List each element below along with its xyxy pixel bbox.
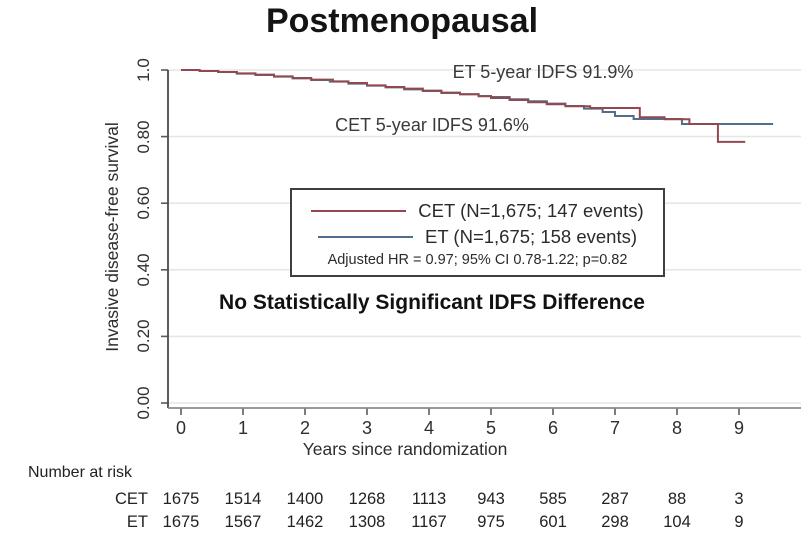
risk-value: 1675 (162, 490, 200, 508)
x-tick-label: 1 (237, 418, 248, 438)
y-tick-label: 0.80 (134, 120, 153, 154)
risk-value: 1400 (286, 490, 324, 508)
legend-hr-stats: Adjusted HR = 0.97; 95% CI 0.78-1.22; p=… (327, 251, 628, 268)
risk-value: 1113 (411, 490, 447, 508)
risk-value: 601 (539, 513, 567, 531)
risk-value: 287 (601, 490, 629, 508)
et-line-swatch (317, 235, 413, 238)
risk-value: 1268 (348, 490, 386, 508)
risk-value: 1167 (411, 513, 447, 531)
y-tick-label: 1.0 (134, 58, 153, 82)
risk-value: 585 (539, 490, 567, 508)
x-tick-label: 7 (609, 418, 620, 438)
headline-text: No Statistically Significant IDFS Differ… (219, 291, 645, 314)
cet-survival-curve (181, 69, 746, 143)
legend-entry-et: ET (N=1,675; 158 events) (317, 224, 638, 250)
risk-value: 3 (734, 490, 744, 508)
risk-value: 1514 (224, 490, 262, 508)
risk-value: 943 (477, 490, 505, 508)
legend-label-et: ET (N=1,675; 158 events) (424, 225, 638, 247)
x-tick-label: 5 (485, 418, 496, 438)
risk-value: 975 (477, 513, 505, 531)
legend-box: CET (N=1,675; 147 events) ET (N=1,675; 1… (290, 188, 665, 277)
risk-value: 9 (734, 513, 744, 531)
x-tick-label: 9 (733, 418, 744, 438)
risk-value: 298 (601, 513, 629, 531)
risk-value: 1308 (348, 513, 386, 531)
x-tick-label: 8 (671, 418, 682, 438)
legend-entry-cet: CET (N=1,675; 147 events) (311, 198, 644, 224)
cet-annotation: CET 5-year IDFS 91.6% (335, 115, 529, 135)
x-tick-label: 2 (299, 418, 310, 438)
y-tick-label: 0.40 (134, 253, 153, 287)
risk-row-label-et: ET (126, 513, 148, 531)
x-tick-label: 3 (361, 418, 372, 438)
chart-title: Postmenopausal (265, 2, 539, 40)
risk-value: 1675 (162, 513, 200, 531)
x-tick-label: 6 (547, 418, 558, 438)
x-axis-title: Years since randomization (302, 439, 508, 459)
legend-label-cet: CET (N=1,675; 147 events) (418, 199, 644, 221)
x-tick-label: 0 (175, 418, 186, 438)
risk-value: 1567 (224, 513, 262, 531)
risk-table-heading: Number at risk (28, 464, 133, 481)
y-tick-label: 0.00 (134, 386, 153, 420)
et-annotation: ET 5-year IDFS 91.9% (452, 62, 634, 82)
risk-value: 1462 (286, 513, 324, 531)
y-tick-label: 0.20 (134, 319, 153, 353)
cet-line-swatch (311, 209, 407, 212)
risk-value: 88 (667, 490, 687, 508)
y-tick-label: 0.60 (134, 186, 153, 220)
x-tick-label: 4 (423, 418, 434, 438)
risk-value: 104 (663, 513, 691, 531)
y-axis-title: Invasive disease-free survival (102, 122, 122, 352)
risk-row-label-cet: CET (115, 490, 148, 508)
